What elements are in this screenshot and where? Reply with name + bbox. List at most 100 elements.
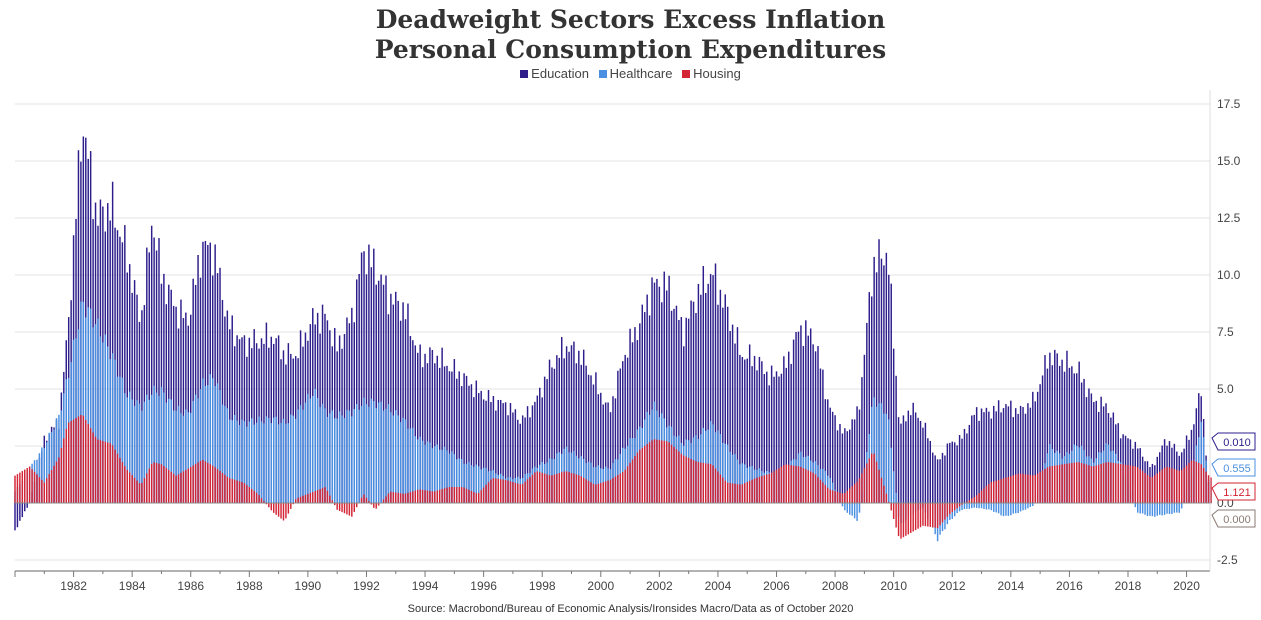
bar-education: [629, 328, 631, 503]
bar-education: [553, 368, 556, 503]
bar-housing: [590, 482, 592, 503]
bar-education: [795, 332, 797, 503]
bar-education: [192, 278, 194, 503]
bar-housing: [734, 483, 736, 503]
bar-housing: [836, 491, 839, 503]
bar-housing: [1144, 472, 1146, 503]
bar-housing: [475, 493, 478, 503]
bar-healthcare: [285, 423, 287, 503]
bar-education: [1022, 407, 1024, 503]
bar-education: [1007, 406, 1010, 503]
bar-education: [526, 406, 529, 503]
bar-housing: [453, 487, 456, 503]
bar-education: [724, 294, 726, 503]
bar-healthcare: [1149, 503, 1151, 516]
bar-education: [890, 283, 892, 503]
bar-housing: [600, 482, 602, 503]
bar-housing: [16, 474, 19, 503]
bar-healthcare: [421, 440, 424, 503]
x-tick-label: 1998: [529, 579, 556, 593]
bar-housing: [150, 463, 153, 503]
bar-education: [617, 370, 619, 503]
bar-housing: [543, 473, 546, 503]
bar-education: [748, 344, 751, 503]
bar-housing: [321, 488, 324, 503]
bar-education: [797, 331, 800, 503]
bar-housing: [163, 466, 165, 503]
bar-housing: [370, 503, 373, 505]
bar-healthcare: [194, 394, 197, 503]
bar-education: [785, 367, 788, 503]
bar-housing: [499, 479, 502, 503]
x-tick-label: 2002: [646, 579, 673, 593]
bar-healthcare: [143, 401, 146, 503]
bar-healthcare: [294, 418, 297, 503]
bar-education: [1068, 367, 1071, 503]
bar-healthcare: [321, 403, 324, 503]
bar-housing: [1149, 476, 1151, 503]
bar-housing: [97, 439, 99, 503]
bar-education: [1078, 361, 1080, 503]
bar-healthcare: [1002, 503, 1005, 517]
bar-education: [995, 411, 997, 503]
bar-housing: [175, 475, 177, 503]
x-tick-label: 1990: [295, 579, 322, 593]
bar-healthcare: [990, 503, 993, 511]
bar-education: [868, 292, 870, 503]
bar-education: [726, 306, 729, 503]
bar-housing: [536, 471, 539, 503]
bar-healthcare: [1176, 503, 1178, 513]
bar-healthcare: [978, 503, 980, 509]
bar-housing: [712, 465, 714, 503]
bar-healthcare: [997, 503, 1000, 514]
bar-housing: [924, 503, 927, 527]
bar-housing: [1185, 465, 1188, 503]
bar-education: [155, 250, 158, 503]
bar-education: [646, 294, 648, 503]
bar-education: [168, 284, 170, 503]
bar-education: [831, 411, 834, 503]
bar-education: [695, 313, 697, 503]
bar-education: [1073, 373, 1076, 503]
bar-healthcare: [233, 415, 236, 503]
bar-healthcare: [892, 471, 895, 503]
bar-housing: [478, 492, 480, 503]
bar-healthcare: [966, 503, 968, 509]
bar-education: [334, 328, 336, 503]
bar-housing: [1163, 467, 1166, 503]
bar-housing: [839, 492, 841, 503]
axes: [14, 90, 1211, 577]
bar-healthcare: [290, 414, 292, 503]
bar-housing: [314, 491, 316, 503]
bar-housing: [324, 487, 326, 503]
bar-housing: [563, 471, 565, 503]
bar-healthcare: [209, 374, 211, 503]
bar-healthcare: [468, 461, 470, 503]
bar-healthcare: [168, 398, 170, 503]
end-label-box: [1211, 509, 1256, 528]
bar-housing: [463, 487, 465, 503]
bar-education: [524, 417, 526, 503]
bar-healthcare: [712, 424, 714, 503]
bar-education: [697, 283, 700, 503]
bar-healthcare: [85, 317, 87, 503]
bar-healthcare: [409, 428, 412, 503]
bar-housing: [243, 483, 246, 503]
bar-healthcare: [973, 503, 975, 508]
bar-healthcare: [109, 359, 111, 503]
bar-healthcare: [460, 459, 463, 503]
bar-education: [636, 340, 639, 503]
bar-education: [751, 366, 753, 503]
bar-education: [429, 347, 431, 503]
bar-education: [1005, 404, 1007, 503]
bar-healthcare: [717, 430, 719, 503]
bar-education: [687, 318, 690, 503]
bar-housing: [519, 484, 521, 503]
bar-housing: [1080, 463, 1083, 503]
bar-education: [390, 293, 392, 503]
bar-education: [1034, 401, 1036, 503]
bar-housing: [160, 464, 163, 503]
bar-healthcare: [1154, 503, 1156, 517]
bar-housing: [1051, 465, 1054, 503]
bar-education: [932, 452, 934, 503]
